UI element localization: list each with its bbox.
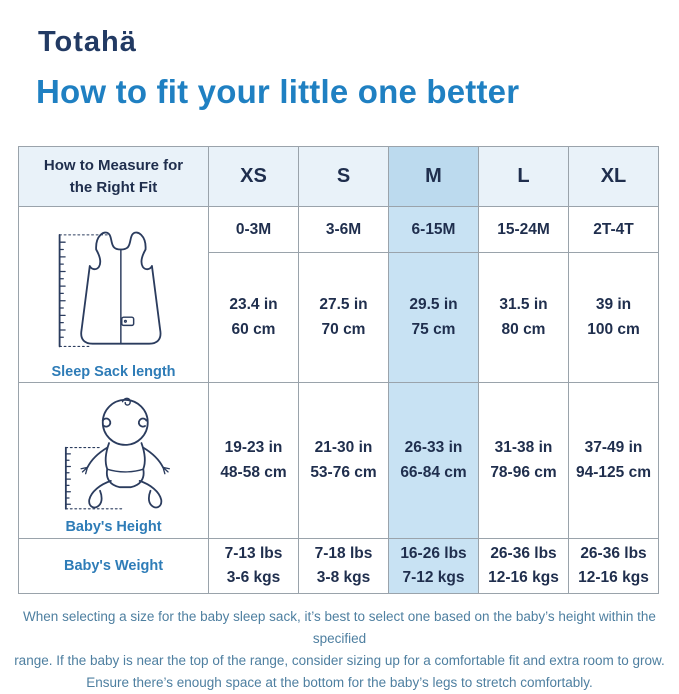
length-cell-xs: 23.4 in 60 cm: [208, 252, 299, 383]
length-cell-m: 29.5 in 75 cm: [388, 252, 479, 383]
baby-height-icon: [64, 397, 170, 510]
sizing-note-line1: When selecting a size for the baby sleep…: [23, 609, 656, 646]
sleep-sack-icon: [58, 231, 161, 348]
size-chart-table: How to Measure for the Right Fit XS S M …: [18, 146, 659, 594]
length-cell-s: 27.5 in 70 cm: [298, 252, 389, 383]
height-cell-xs: 19-23 in 48-58 cm: [208, 382, 299, 539]
weight-cell-l: 26-36 lbs 12-16 kgs: [478, 538, 569, 594]
corner-header: How to Measure for the Right Fit: [18, 146, 209, 207]
sleep-sack-length-label: Sleep Sack length: [51, 364, 176, 380]
height-cell-s: 21-30 in 53-76 cm: [298, 382, 389, 539]
corner-header-line2: the Right Fit: [69, 178, 158, 196]
sizing-note: When selecting a size for the baby sleep…: [0, 606, 679, 694]
weight-cell-xs: 7-13 lbs 3-6 kgs: [208, 538, 299, 594]
length-cell-l: 31.5 in 80 cm: [478, 252, 569, 383]
length-cell-xl: 39 in 100 cm: [568, 252, 659, 383]
corner-header-line1: How to Measure for: [43, 156, 184, 174]
column-header-l: L: [478, 146, 569, 207]
column-header-xl: XL: [568, 146, 659, 207]
height-cell-l: 31-38 in 78-96 cm: [478, 382, 569, 539]
height-row: Baby's Height 19-23 in 48-58 cm 21-30 in…: [18, 382, 659, 539]
weight-row: Baby's Weight 7-13 lbs 3-6 kgs 7-18 lbs …: [18, 538, 659, 594]
sizing-note-line3: Ensure there’s enough space at the botto…: [86, 675, 593, 690]
column-header-xs: XS: [208, 146, 299, 207]
brand-logo: Totahä: [38, 26, 137, 58]
baby-weight-cell: Baby's Weight: [18, 538, 209, 594]
page-title: How to fit your little one better: [36, 73, 520, 110]
column-header-m: M: [388, 146, 479, 207]
height-cell-m: 26-33 in 66-84 cm: [388, 382, 479, 539]
age-cell-s: 3-6M: [298, 206, 389, 253]
baby-height-label: Baby's Height: [65, 519, 162, 535]
baby-weight-label: Baby's Weight: [63, 558, 164, 574]
table-header-row: How to Measure for the Right Fit XS S M …: [18, 146, 659, 207]
age-cell-xs: 0-3M: [208, 206, 299, 253]
age-cell-m: 6-15M: [388, 206, 479, 253]
weight-cell-xl: 26-36 lbs 12-16 kgs: [568, 538, 659, 594]
column-header-s: S: [298, 146, 389, 207]
age-cell-xl: 2T-4T: [568, 206, 659, 253]
age-row: Sleep Sack length 0-3M 3-6M 6-15M 15-24M…: [18, 206, 659, 383]
height-cell-xl: 37-49 in 94-125 cm: [568, 382, 659, 539]
sleep-sack-length-cell: Sleep Sack length: [18, 206, 209, 383]
sizing-note-line2: range. If the baby is near the top of th…: [14, 653, 665, 668]
weight-cell-m: 16-26 lbs 7-12 kgs: [388, 538, 479, 594]
baby-height-cell: Baby's Height: [18, 382, 209, 539]
length-row: 23.4 in 60 cm 27.5 in 70 cm 29.5 in 75 c…: [19, 252, 659, 383]
age-cell-l: 15-24M: [478, 206, 569, 253]
weight-cell-s: 7-18 lbs 3-8 kgs: [298, 538, 389, 594]
